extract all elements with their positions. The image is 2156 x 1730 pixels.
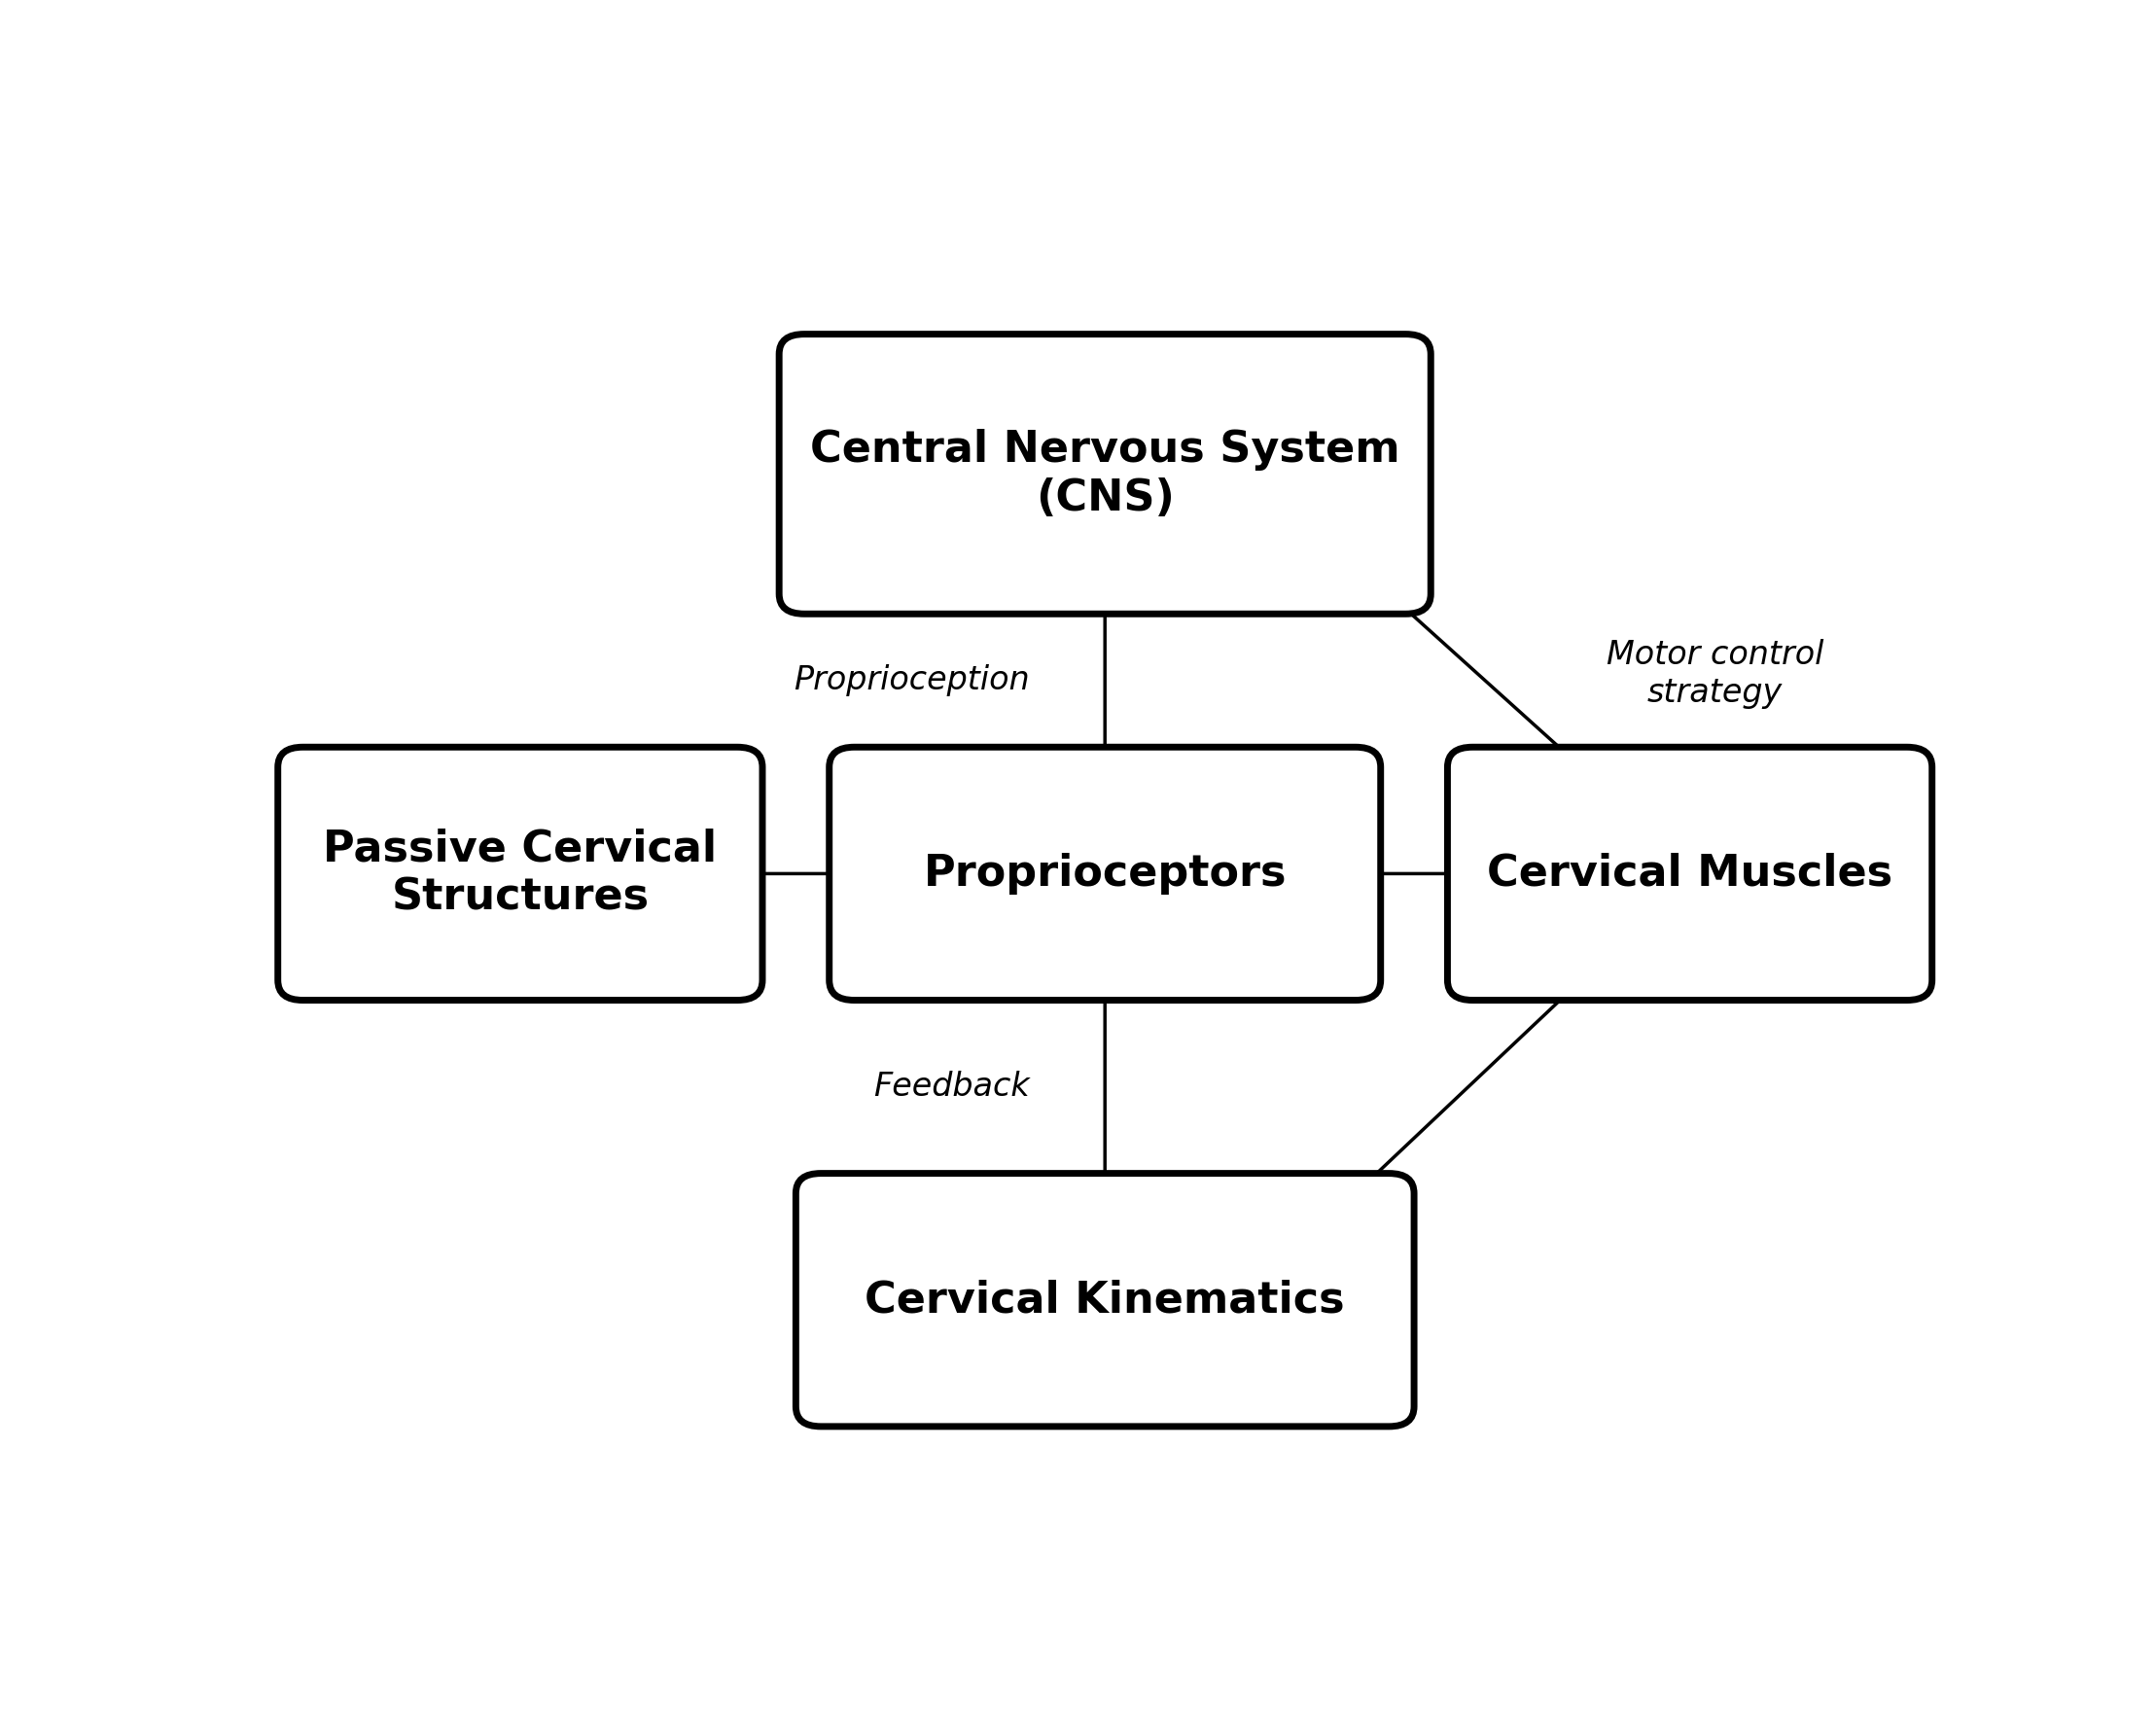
- FancyBboxPatch shape: [1447, 747, 1932, 1000]
- Text: Central Nervous System
(CNS): Central Nervous System (CNS): [811, 429, 1399, 519]
- FancyBboxPatch shape: [778, 334, 1432, 614]
- FancyArrowPatch shape: [1356, 868, 1468, 879]
- Text: Proprioception: Proprioception: [793, 664, 1031, 697]
- Text: Feedback: Feedback: [873, 1071, 1031, 1102]
- Text: Motor control
strategy: Motor control strategy: [1606, 638, 1824, 709]
- FancyArrowPatch shape: [1100, 597, 1110, 766]
- FancyBboxPatch shape: [830, 747, 1380, 1000]
- Text: Proprioceptors: Proprioceptors: [923, 853, 1287, 894]
- FancyArrowPatch shape: [1100, 984, 1110, 1194]
- FancyBboxPatch shape: [278, 747, 763, 1000]
- FancyArrowPatch shape: [1358, 981, 1580, 1190]
- Text: Cervical Kinematics: Cervical Kinematics: [865, 1278, 1345, 1320]
- FancyBboxPatch shape: [796, 1173, 1414, 1427]
- FancyArrowPatch shape: [1388, 593, 1578, 765]
- FancyArrowPatch shape: [737, 868, 849, 879]
- Text: Passive Cervical
Structures: Passive Cervical Structures: [323, 829, 718, 919]
- Text: Cervical Muscles: Cervical Muscles: [1488, 853, 1893, 894]
